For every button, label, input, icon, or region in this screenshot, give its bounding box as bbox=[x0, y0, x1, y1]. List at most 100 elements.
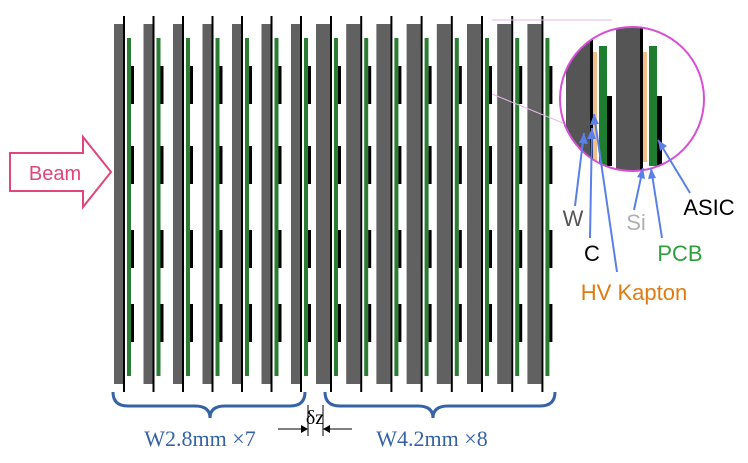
label-pcb: PCB bbox=[657, 241, 702, 266]
asic-chip-14-2 bbox=[549, 230, 553, 268]
asic-chip-9-0 bbox=[398, 66, 402, 104]
pcb-strip-10 bbox=[424, 38, 429, 376]
label-si: Si bbox=[626, 210, 646, 235]
arrowhead-w bbox=[579, 133, 588, 144]
asic-chip-3-3 bbox=[219, 304, 223, 342]
tungsten-plate-5 bbox=[261, 24, 271, 384]
section-label-back: W4.2mm ×8 bbox=[376, 426, 487, 451]
callout-arrows bbox=[574, 113, 691, 273]
asic-chip-5-3 bbox=[278, 304, 282, 342]
asic-chip-9-1 bbox=[398, 146, 402, 184]
asic-chip-6-3 bbox=[308, 304, 311, 342]
asic-chip-1-0 bbox=[160, 66, 164, 104]
asic-chip-10-1 bbox=[428, 146, 432, 184]
asic-chip-7-1 bbox=[338, 146, 341, 184]
asic-chip-5-1 bbox=[278, 146, 282, 184]
pcb-strip-6 bbox=[304, 38, 308, 376]
tungsten-plate-1 bbox=[143, 24, 153, 384]
section-label-front: W2.8mm ×7 bbox=[144, 426, 255, 451]
brace-back-section bbox=[323, 391, 557, 419]
asic-chip-5-2 bbox=[278, 230, 282, 268]
asic-chip-7-3 bbox=[338, 304, 341, 342]
arrow-to-kapton bbox=[593, 113, 618, 273]
asic-chip-4-1 bbox=[249, 146, 252, 184]
tungsten-plate-8 bbox=[346, 24, 361, 384]
asic-chip-13-3 bbox=[519, 304, 523, 342]
zoom-pcb-right bbox=[649, 46, 657, 166]
pcb-strip-5 bbox=[274, 38, 279, 376]
asic-chip-11-1 bbox=[458, 146, 462, 184]
pcb-strip-12 bbox=[485, 38, 489, 376]
tungsten-plate-12 bbox=[467, 24, 481, 384]
zoom-asic-right bbox=[657, 96, 662, 166]
tungsten-plate-4 bbox=[232, 24, 241, 384]
pcb-strip-0 bbox=[127, 38, 131, 376]
zoom-pcb-left bbox=[599, 46, 607, 166]
asic-chip-13-1 bbox=[519, 146, 523, 184]
asic-chip-11-3 bbox=[458, 304, 462, 342]
arrow-to-pcb bbox=[650, 167, 663, 239]
section-braces bbox=[111, 391, 557, 419]
beam-arrow-shape bbox=[9, 134, 113, 210]
tungsten-plate-11 bbox=[436, 24, 451, 384]
asic-chip-3-0 bbox=[219, 66, 223, 104]
asic-chip-8-3 bbox=[368, 304, 372, 342]
callout-arrowheads bbox=[579, 114, 667, 179]
asic-chip-2-0 bbox=[190, 66, 193, 104]
pcb-strip-11 bbox=[454, 38, 459, 376]
asic-chip-10-0 bbox=[428, 66, 432, 104]
tungsten-plate-7 bbox=[316, 24, 330, 384]
asic-chip-0-0 bbox=[131, 66, 134, 104]
asic-chip-6-0 bbox=[308, 66, 311, 104]
asic-chip-0-1 bbox=[131, 146, 134, 184]
arrow-to-asic bbox=[657, 139, 691, 194]
zoom-kapton-left bbox=[593, 52, 597, 162]
asic-chip-12-0 bbox=[489, 66, 492, 104]
arrowhead-kapton bbox=[590, 114, 599, 125]
asic-chip-9-2 bbox=[398, 230, 402, 268]
asic-chip-9-3 bbox=[398, 304, 402, 342]
tungsten-plate-14 bbox=[527, 24, 542, 384]
zoom-carbon-left bbox=[590, 27, 593, 171]
asic-chip-4-2 bbox=[249, 230, 252, 268]
zoom-connectors bbox=[491, 19, 612, 129]
beam-arrow: Beam bbox=[9, 134, 113, 210]
pcb-strip-2 bbox=[186, 38, 190, 376]
asic-chip-13-2 bbox=[519, 230, 523, 268]
tungsten-plate-13 bbox=[497, 24, 512, 384]
asic-chip-11-0 bbox=[458, 66, 462, 104]
pcb-strip-14 bbox=[545, 38, 550, 376]
arrowhead-asic bbox=[658, 140, 667, 151]
asic-chip-12-1 bbox=[489, 146, 492, 184]
asic-chip-13-0 bbox=[519, 66, 523, 104]
pcb-strip-13 bbox=[515, 38, 520, 376]
asic-chip-0-3 bbox=[131, 304, 134, 342]
arrowhead-c bbox=[587, 128, 596, 139]
arrow-to-c bbox=[589, 127, 593, 239]
asic-chip-6-1 bbox=[308, 146, 311, 184]
zoom-tungsten-right bbox=[616, 27, 640, 171]
asic-chip-10-2 bbox=[428, 230, 432, 268]
tungsten-plate-9 bbox=[376, 24, 391, 384]
label-hv-kapton: HV Kapton bbox=[581, 280, 687, 305]
pcb-strip-3 bbox=[215, 38, 220, 376]
pcb-strip-7 bbox=[334, 38, 338, 376]
asic-chip-1-1 bbox=[160, 146, 164, 184]
asic-chip-1-3 bbox=[160, 304, 164, 342]
arrow-to-w bbox=[574, 132, 585, 207]
asic-chip-8-0 bbox=[368, 66, 372, 104]
asic-chip-14-0 bbox=[549, 66, 553, 104]
asic-chip-2-1 bbox=[190, 146, 193, 184]
asic-chip-7-2 bbox=[338, 230, 341, 268]
label-asic: ASIC bbox=[683, 195, 734, 220]
asic-chip-8-2 bbox=[368, 230, 372, 268]
arrowhead-si bbox=[637, 168, 645, 179]
pcb-strip-9 bbox=[394, 38, 399, 376]
brace-front-section bbox=[111, 391, 307, 419]
pcb-strip-1 bbox=[156, 38, 161, 376]
asic-chip-2-3 bbox=[190, 304, 193, 342]
tungsten-plate-6 bbox=[291, 24, 300, 384]
asic-chip-3-2 bbox=[219, 230, 223, 268]
asic-chip-5-0 bbox=[278, 66, 282, 104]
